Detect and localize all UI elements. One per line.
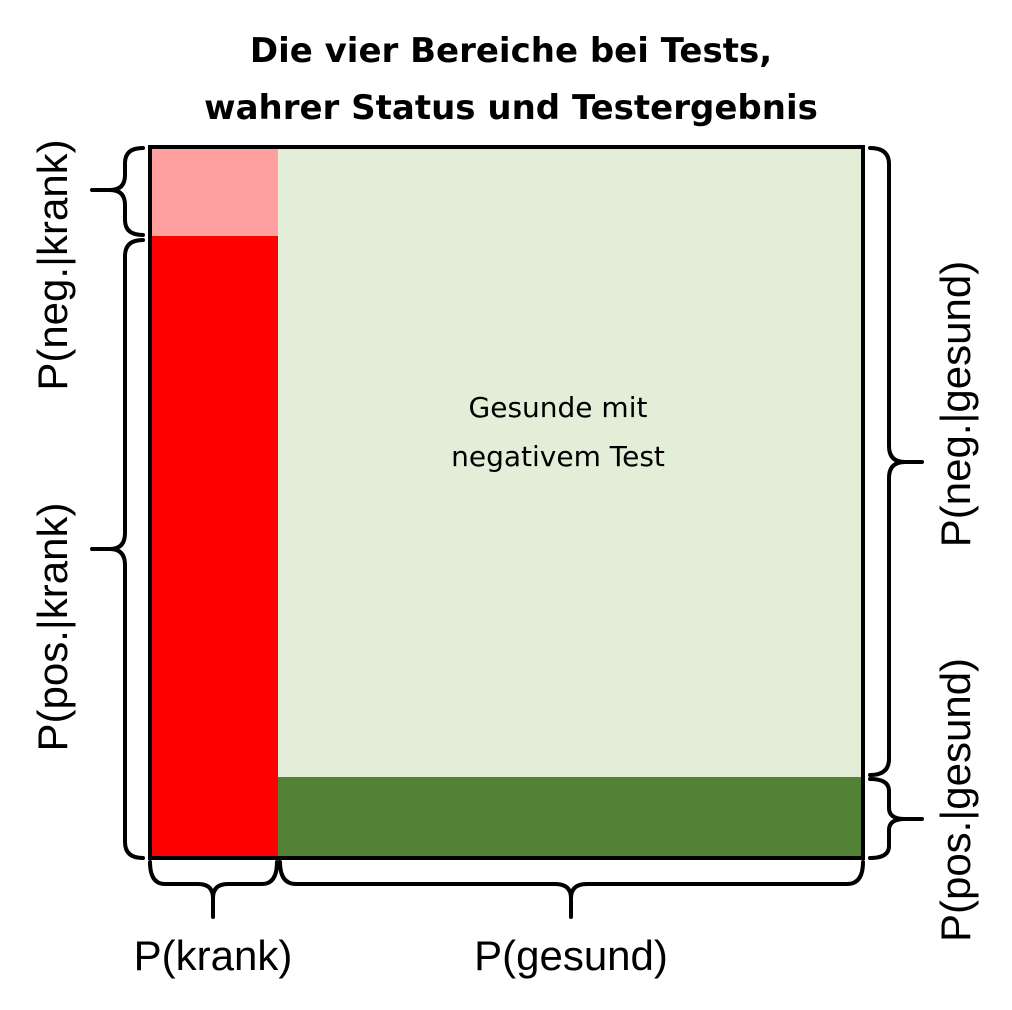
region-sick-positive	[150, 236, 278, 858]
label-p-gesund: P(gesund)	[474, 932, 668, 979]
region-healthy-negative-label-line-2: negativem Test	[451, 440, 665, 473]
brace-pos-krank	[90, 238, 145, 860]
brace-pos-gesund	[868, 777, 924, 860]
label-p-neg-krank: P(neg.|krank)	[29, 139, 76, 390]
region-healthy-positive	[278, 777, 863, 858]
diagram-border	[148, 145, 865, 860]
label-p-neg-gesund: P(neg.|gesund)	[932, 261, 979, 547]
brace-gesund	[278, 860, 865, 919]
label-p-pos-gesund: P(pos.|gesund)	[932, 658, 979, 942]
label-p-krank: P(krank)	[134, 932, 293, 979]
diagram-title-line-1: Die vier Bereiche bei Tests,	[250, 31, 772, 71]
brace-neg-krank	[90, 146, 145, 237]
diagram-title-line-2: wahrer Status und Testergebnis	[204, 88, 818, 128]
brace-krank	[148, 860, 279, 919]
brace-neg-gesund	[868, 146, 924, 777]
region-healthy-negative	[278, 147, 863, 777]
region-sick-negative	[150, 147, 278, 236]
region-healthy-negative-label-line-1: Gesunde mit	[469, 391, 648, 424]
label-p-pos-krank: P(pos.|krank)	[29, 503, 76, 752]
